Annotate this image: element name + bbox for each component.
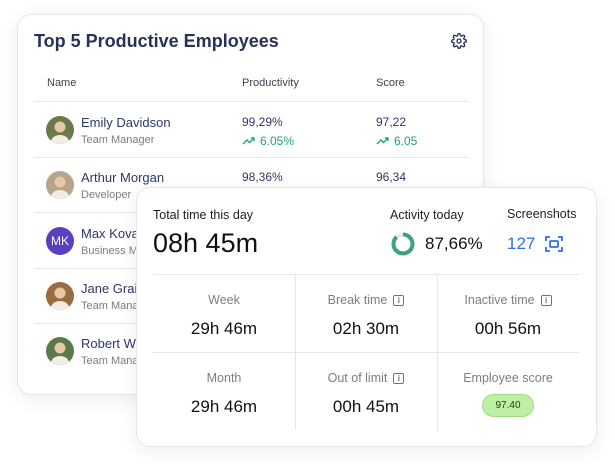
trend-up-icon (242, 134, 255, 148)
avatar (46, 171, 74, 200)
activity-label: Activity today (390, 208, 464, 222)
trend-value: 6.05 (394, 134, 418, 148)
employee-role: Team Manager (81, 134, 155, 146)
card-title: Top 5 Productive Employees (34, 31, 279, 51)
avatar (46, 281, 74, 310)
stat-employee-score: Employee score 97.40 (437, 353, 579, 431)
employee-name[interactable]: Arthur Morgan (81, 170, 165, 186)
stat-label: Out of limit (327, 371, 388, 385)
stat-label: Month (206, 371, 242, 385)
avatar (46, 337, 74, 366)
avatar-initials: MK (51, 233, 69, 248)
info-icon[interactable]: i (393, 372, 405, 384)
employee-role: Developer (81, 189, 132, 202)
table-row[interactable]: Arthur Morgan Developer 98,36% 96,34 (34, 158, 468, 213)
total-time-value: 08h 45m (153, 228, 259, 258)
avatar: MK (46, 226, 74, 255)
stat-label: Week (208, 293, 240, 307)
trend-up-icon (376, 134, 389, 148)
activity-value: 87,66% (425, 234, 483, 253)
employee-name[interactable]: Emily Davidson (81, 115, 171, 130)
stat-week: Week 29h 46m (153, 275, 295, 353)
gear-icon[interactable] (451, 33, 467, 49)
column-header-name[interactable]: Name (47, 77, 77, 89)
screenshot-icon[interactable] (545, 236, 563, 252)
stat-label: Inactive time (464, 293, 535, 307)
screenshots-count[interactable]: 127 (507, 234, 536, 253)
productivity-value: 99,29% (242, 115, 283, 129)
total-time-label: Total time this day (153, 208, 254, 222)
divider (153, 352, 579, 353)
stat-inactive-time: Inactive time i 00h 56m (437, 275, 579, 353)
activity-ring-icon (391, 232, 415, 256)
stat-value: 29h 46m (190, 397, 258, 416)
divider (153, 274, 579, 275)
productivity-value: 98,36% (242, 170, 283, 185)
productivity-trend: 6.05% (242, 134, 294, 148)
column-header-score[interactable]: Score (376, 77, 405, 89)
stat-value: 00h 45m (332, 397, 400, 416)
avatar (46, 116, 74, 144)
stat-month: Month 29h 46m (153, 353, 295, 431)
score-badge: 97.40 (482, 394, 534, 417)
stat-value: 02h 30m (332, 319, 400, 338)
score-value: 97,22 (376, 115, 407, 129)
stat-value: 29h 46m (190, 319, 258, 338)
info-icon[interactable]: i (540, 294, 552, 306)
divider (295, 275, 296, 430)
stat-label: Break time (327, 293, 388, 307)
time-summary-card: Total time this day 08h 45m Activity tod… (136, 187, 597, 447)
stat-out-of-limit: Out of limit i 00h 45m (295, 353, 437, 431)
score-value: 96,34 (376, 170, 407, 185)
info-icon[interactable]: i (393, 294, 405, 306)
stat-break-time: Break time i 02h 30m (295, 275, 437, 353)
trend-value: 6.05% (260, 134, 295, 148)
stat-value: 00h 56m (474, 319, 542, 338)
score-trend: 6.05 (376, 134, 417, 148)
table-row[interactable]: Emily Davidson Team Manager 99,29% 97,22… (34, 103, 468, 158)
column-header-productivity[interactable]: Productivity (242, 77, 299, 89)
screenshots-label: Screenshots (507, 207, 577, 221)
divider (437, 275, 438, 430)
divider (34, 101, 468, 102)
stat-label: Employee score (463, 371, 553, 385)
divider (34, 157, 468, 158)
